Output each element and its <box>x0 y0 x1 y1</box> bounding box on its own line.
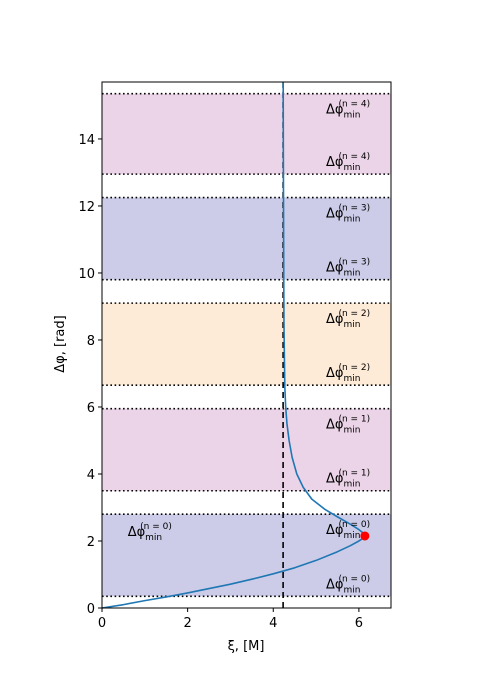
x-tick-label-1: 2 <box>183 616 191 631</box>
plot-area: Δφmin(n = 0) Δφmin(n = 0) Δφmin(n = 1) Δφmi… <box>78 81 392 631</box>
band-label-upper-4: Δφmin(n = 4) <box>326 100 370 121</box>
x-tick-label-3: 6 <box>355 616 363 631</box>
y-tick-label-6: 12 <box>78 200 95 215</box>
band-label-upper-3: Δφmin(n = 3) <box>326 204 370 225</box>
y-tick-label-0: 0 <box>87 602 95 617</box>
band-label-upper-0: Δφmin(n = 0) <box>326 520 370 541</box>
band-label-upper-1: Δφmin(n = 1) <box>326 415 370 436</box>
y-tick-label-7: 14 <box>78 133 95 148</box>
x-axis-label: ξ, [M] <box>228 639 265 654</box>
x-tick-label-0: 0 <box>98 616 106 631</box>
y-tick-label-1: 2 <box>87 535 95 550</box>
band-label-lower-1: Δφmin(n = 1) <box>326 469 370 490</box>
band-label-lower-0: Δφmin(n = 0) <box>326 574 370 595</box>
band-3 <box>102 197 391 280</box>
y-tick-label-3: 6 <box>87 401 95 416</box>
band-2 <box>102 303 391 386</box>
peak-marker <box>360 531 370 541</box>
band-label-lower-2: Δφmin(n = 2) <box>326 363 370 384</box>
band-4 <box>102 93 391 175</box>
series-line-0 <box>101 81 366 609</box>
band-label-lower-4: Δφmin(n = 4) <box>326 152 370 173</box>
y-tick-label-4: 8 <box>87 334 95 349</box>
annotation-label: Δφmin(n = 0) <box>128 522 172 543</box>
axes-frame <box>101 81 392 609</box>
y-tick-label-5: 10 <box>78 267 95 282</box>
band-0 <box>102 514 391 597</box>
band-label-upper-2: Δφmin(n = 2) <box>326 309 370 330</box>
y-tick-label-2: 4 <box>87 468 95 483</box>
x-tick-label-2: 4 <box>269 616 277 631</box>
band-1 <box>102 408 391 491</box>
band-label-lower-3: Δφmin(n = 3) <box>326 258 370 279</box>
y-axis-label: Δφ, [rad] <box>53 315 68 372</box>
